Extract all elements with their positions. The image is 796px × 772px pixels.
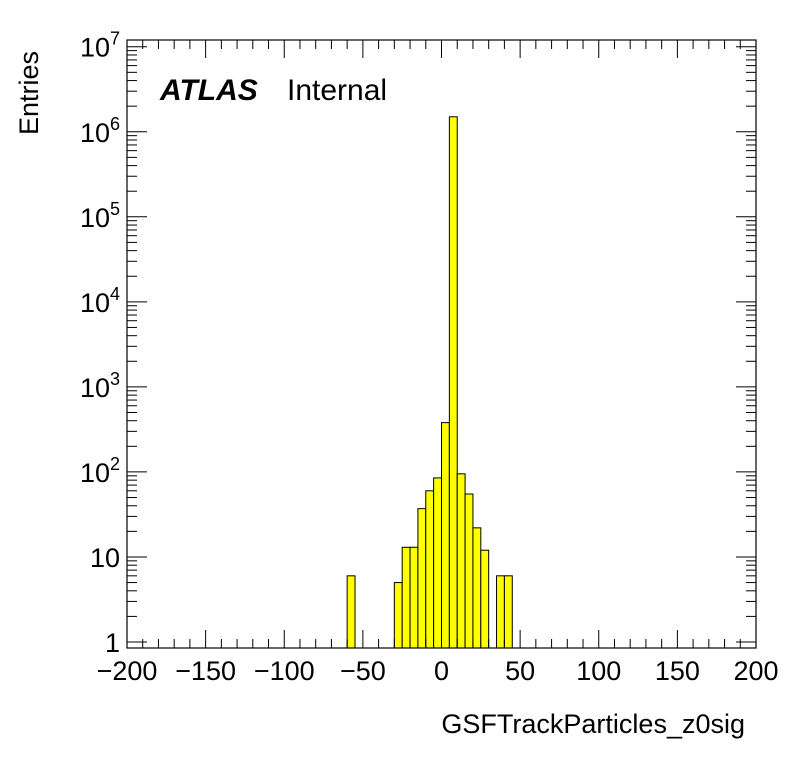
x-tick-label: 150	[655, 656, 700, 686]
y-tick-label: 104	[80, 284, 120, 318]
x-tick-label: 200	[733, 656, 778, 686]
atlas-label: ATLAS	[159, 74, 258, 107]
axis-ticks	[126, 40, 757, 648]
x-tick-label: −50	[340, 656, 386, 686]
x-tick-label: −150	[175, 656, 236, 686]
histogram-bar	[417, 508, 427, 649]
y-tick-label: 105	[80, 199, 120, 233]
histogram-bar	[496, 575, 505, 649]
histogram-bar	[464, 493, 474, 649]
histogram-bar	[456, 473, 466, 649]
x-tick-label: 50	[505, 656, 535, 686]
y-tick-label: 106	[80, 114, 120, 148]
histogram-bars	[346, 116, 513, 649]
histogram-bar	[346, 575, 356, 649]
plot-frame	[126, 39, 757, 649]
x-tick-labels: −200 −150 −100 −50 0 50 100 150 200	[97, 656, 779, 686]
y-tick-label: 103	[80, 369, 120, 403]
y-axis-title: Entries	[14, 51, 44, 135]
x-tick-label: 100	[576, 656, 621, 686]
y-tick-label: 102	[80, 454, 120, 488]
histogram-bar	[503, 575, 513, 649]
internal-label: Internal	[287, 74, 387, 107]
histogram-bar	[433, 477, 443, 649]
x-tick-label: −200	[97, 656, 158, 686]
y-tick-labels: 1 10 102 103 104 105 106 107	[80, 29, 120, 658]
y-tick-label: 107	[80, 29, 120, 63]
x-tick-label: 0	[434, 656, 449, 686]
x-axis-title: GSFTrackParticles_z0sig	[441, 709, 745, 739]
histogram-bar	[393, 582, 403, 649]
x-tick-label: −100	[254, 656, 315, 686]
y-tick-label: 10	[90, 543, 120, 573]
histogram-bar	[480, 549, 490, 649]
histogram-bar	[441, 422, 450, 649]
histogram-bar	[472, 527, 482, 649]
histogram-bar	[409, 546, 419, 649]
y-tick-label: 1	[105, 628, 120, 658]
histogram-bar	[401, 546, 411, 649]
histogram-bar	[448, 116, 458, 649]
histogram-bar	[425, 490, 435, 649]
